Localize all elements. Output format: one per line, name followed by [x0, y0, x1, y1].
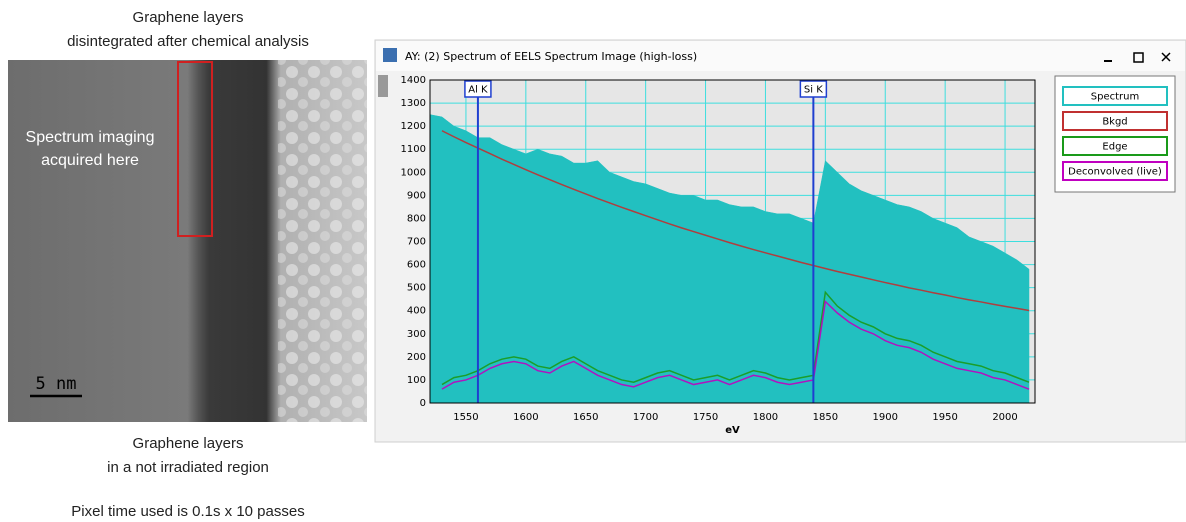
legend-label: Deconvolved (live) [1068, 167, 1162, 178]
caption: Graphene layers [133, 9, 244, 26]
y-tick-label: 1100 [401, 144, 426, 155]
x-tick-label: 1550 [453, 412, 478, 423]
legend-label: Edge [1102, 142, 1127, 153]
app-icon [383, 48, 397, 62]
overlay-text: acquired here [41, 152, 139, 169]
y-tick-label: 900 [407, 190, 426, 201]
y-tick-label: 500 [407, 283, 426, 294]
edge-marker-box [799, 80, 828, 98]
caption: Graphene layers [133, 435, 244, 452]
y-tick-label: 800 [407, 213, 426, 224]
x-tick-label: 1700 [633, 412, 658, 423]
y-tick-label: 100 [407, 375, 426, 386]
y-tick-label: 400 [407, 306, 426, 317]
y-tick-label: 1300 [401, 98, 426, 109]
legend-label: Bkgd [1102, 117, 1127, 128]
x-tick-label: 1800 [753, 412, 778, 423]
x-tick-label: 1750 [693, 412, 718, 423]
scrollbar[interactable] [378, 75, 388, 97]
x-tick-label: 2000 [992, 412, 1017, 423]
window-title: AY: (2) Spectrum of EELS Spectrum Image … [405, 50, 697, 63]
plot-border [429, 79, 1036, 404]
y-tick-label: 200 [407, 352, 426, 363]
edge-marker-label: Al K [468, 85, 488, 96]
y-tick-label: 1400 [401, 75, 426, 86]
series-line [441, 130, 1030, 312]
edge-marker-box [464, 80, 492, 98]
scale-label: 5 nm [36, 374, 77, 394]
x-tick-label: 1600 [513, 412, 538, 423]
y-tick-label: 1000 [401, 167, 426, 178]
title-bar [376, 41, 1185, 71]
y-tick-label: 700 [407, 237, 426, 248]
edge-marker-label: Si K [804, 85, 823, 96]
legend-swatch [1062, 161, 1168, 181]
x-tick-label: 1950 [932, 412, 957, 423]
caption: disintegrated after chemical analysis [67, 33, 309, 50]
legend-label: Spectrum [1091, 92, 1139, 103]
legend-swatch [1062, 111, 1168, 131]
overlay-text: Spectrum imaging [26, 129, 155, 146]
y-tick-label: 600 [407, 260, 426, 271]
series-line [441, 290, 1030, 386]
x-axis-label: eV [725, 425, 740, 436]
legend-swatch [1062, 136, 1168, 156]
legend-swatch [1062, 86, 1168, 106]
micrograph-texture [278, 60, 367, 422]
x-tick-label: 1650 [573, 412, 598, 423]
series-line [441, 299, 1030, 390]
region-box [177, 61, 213, 237]
maximize-button[interactable] [1133, 52, 1144, 63]
caption: in a not irradiated region [107, 459, 269, 476]
y-tick-label: 0 [420, 398, 426, 409]
close-button[interactable] [1161, 52, 1171, 62]
y-tick-label: 300 [407, 329, 426, 340]
y-tick-label: 1200 [401, 121, 426, 132]
x-tick-label: 1900 [873, 412, 898, 423]
note: Pixel time used is 0.1s x 10 passes [71, 503, 304, 520]
x-tick-label: 1850 [813, 412, 838, 423]
